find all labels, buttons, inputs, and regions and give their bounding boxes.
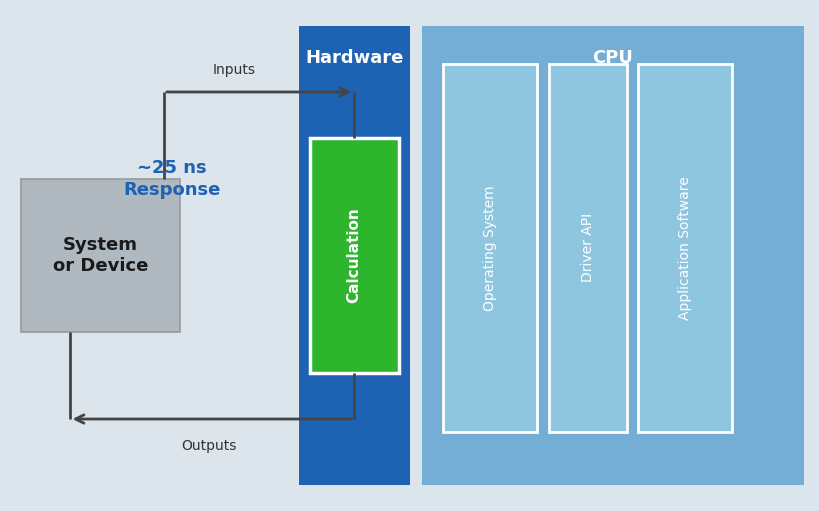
FancyBboxPatch shape (422, 26, 803, 485)
Text: Inputs: Inputs (212, 63, 255, 77)
FancyBboxPatch shape (20, 179, 180, 332)
Text: Outputs: Outputs (181, 439, 237, 453)
FancyBboxPatch shape (299, 26, 410, 485)
FancyBboxPatch shape (310, 138, 398, 373)
Text: Hardware: Hardware (305, 49, 403, 66)
Text: Application Software: Application Software (677, 176, 691, 320)
Text: Calculation: Calculation (346, 207, 361, 304)
FancyBboxPatch shape (549, 64, 627, 432)
Text: Driver API: Driver API (581, 213, 595, 283)
Text: CPU: CPU (592, 49, 632, 66)
Text: ~25 ns
Response: ~25 ns Response (124, 159, 220, 199)
Text: System
or Device: System or Device (52, 236, 148, 275)
Text: Operating System: Operating System (482, 185, 496, 311)
FancyBboxPatch shape (637, 64, 731, 432)
FancyBboxPatch shape (442, 64, 536, 432)
